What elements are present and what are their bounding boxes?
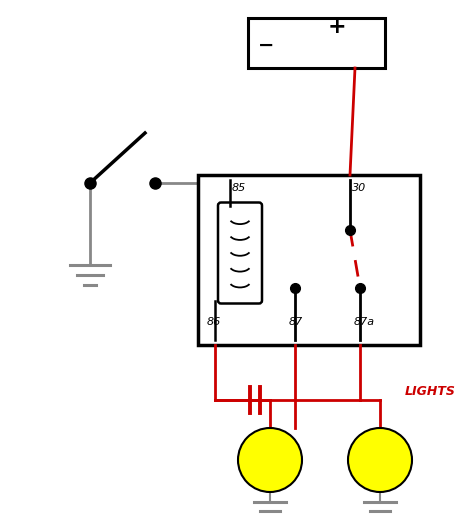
Text: 30: 30 — [352, 183, 366, 193]
Text: 87a: 87a — [354, 317, 375, 327]
Text: −: − — [258, 36, 274, 55]
Text: +: + — [328, 17, 346, 37]
Bar — [198, 175, 420, 345]
Text: 87: 87 — [289, 317, 303, 327]
Circle shape — [348, 428, 412, 492]
Bar — [248, 18, 385, 68]
FancyBboxPatch shape — [218, 203, 262, 304]
Circle shape — [238, 428, 302, 492]
Text: LIGHTS: LIGHTS — [405, 385, 456, 398]
Text: 86: 86 — [207, 317, 221, 327]
Text: 85: 85 — [232, 183, 246, 193]
